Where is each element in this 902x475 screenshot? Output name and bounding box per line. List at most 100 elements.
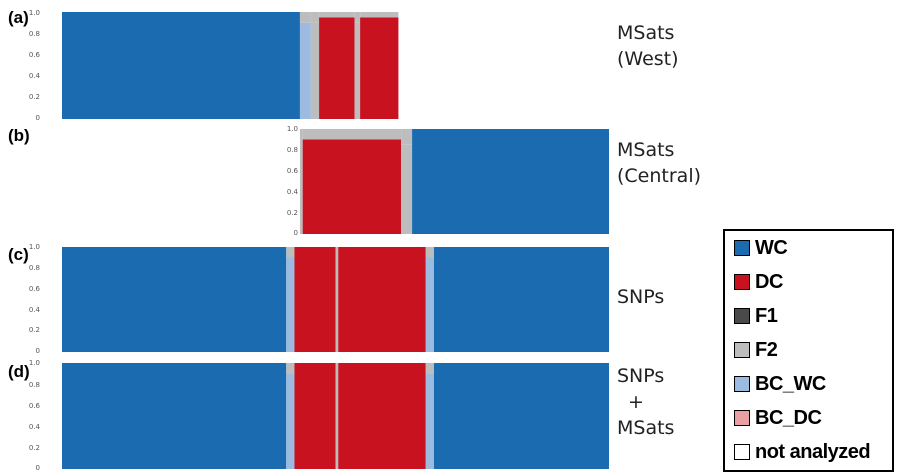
- panel-title-line: MSats: [617, 22, 675, 44]
- y-tick-label: 0.6: [28, 51, 40, 59]
- legend-label: F1: [755, 304, 778, 327]
- structure-plot-svg: [62, 12, 399, 119]
- bar-segment-f2: [299, 139, 303, 234]
- y-tick-label: 0: [35, 114, 40, 122]
- legend-swatch: [734, 308, 750, 324]
- panel-title: MSats (Central): [617, 137, 701, 189]
- legend-label: WC: [755, 236, 788, 259]
- bar-segment-admixture: [299, 12, 311, 23]
- y-tick-label: 0.6: [28, 285, 40, 293]
- y-tick-label: 0.8: [28, 264, 40, 272]
- legend-item-f2: F2: [734, 338, 778, 361]
- bar-segment-wc: [433, 247, 609, 352]
- y-tick-label: 0.4: [28, 423, 40, 431]
- legend-item-not-analyzed: not analyzed: [734, 440, 871, 463]
- y-tick-label: 0.2: [28, 93, 40, 101]
- panel-label: (a): [8, 8, 29, 27]
- legend-swatch: [734, 274, 750, 290]
- legend-item-bc-wc: BC_WC: [734, 373, 826, 395]
- y-tick-label: 0: [35, 464, 40, 472]
- bar-segment-admixture: [310, 12, 320, 23]
- y-tick-label: 0.6: [28, 402, 40, 410]
- panel-title: MSats (West): [617, 20, 679, 72]
- y-tick-label: 0.8: [28, 30, 40, 38]
- panel-title-line: (West): [617, 48, 679, 70]
- y-tick-label: 0.4: [28, 306, 40, 314]
- bar-segment-admixture: [302, 129, 402, 140]
- panel-title-line: (Central): [617, 165, 702, 187]
- bar-segment-f2: [310, 22, 320, 119]
- y-tick-label: 0.6: [286, 167, 298, 175]
- legend-swatch: [734, 410, 750, 426]
- structure-plot: [62, 12, 609, 119]
- panel-title-line: SNPs: [617, 365, 665, 387]
- bar-segment-wc: [412, 129, 609, 234]
- legend-swatch: [734, 376, 750, 392]
- bar-segment-dc: [302, 139, 402, 234]
- y-tick-label: 1.0: [286, 125, 298, 133]
- y-tick-label: 1.0: [28, 359, 40, 367]
- bar-segment-dc: [294, 363, 336, 469]
- bar-segment-admixture: [286, 247, 295, 258]
- bar-segment-bc-wc: [286, 373, 295, 469]
- bar-segment-bc-wc: [286, 257, 295, 352]
- bar-segment-f2: [335, 247, 339, 352]
- structure-plot-svg: [62, 247, 609, 352]
- y-tick-label: 0.2: [28, 326, 40, 334]
- panel-label: (b): [8, 126, 30, 145]
- bar-segment-wc: [62, 363, 287, 469]
- bar-segment-admixture: [360, 12, 399, 18]
- structure-plot-svg: [299, 129, 609, 234]
- structure-plot: [62, 363, 609, 469]
- legend-item-f1: F1: [734, 304, 778, 327]
- y-tick-label: 0.8: [286, 146, 298, 154]
- panel-label: (c): [8, 245, 29, 264]
- panel-title: SNPs + MSats: [617, 363, 674, 441]
- y-tick-label: 0.4: [286, 188, 298, 196]
- y-tick-label: 0.2: [286, 209, 298, 217]
- legend-label: BC_DC: [755, 406, 822, 429]
- bar-segment-admixture: [299, 129, 303, 140]
- bar-segment-wc: [62, 247, 287, 352]
- bar-segment-wc: [433, 363, 609, 469]
- bar-segment-f2: [401, 144, 413, 234]
- bar-segment-bc-wc: [425, 373, 434, 469]
- bar-segment-dc: [360, 17, 399, 119]
- bar-segment-bc-wc: [299, 22, 311, 119]
- structure-plot: [62, 129, 609, 234]
- legend-label: BC_WC: [755, 372, 826, 395]
- y-tick-label: 1.0: [28, 9, 40, 17]
- y-tick-label: 0: [293, 229, 298, 237]
- panel-title-line: SNPs: [617, 286, 665, 308]
- bar-segment-dc: [338, 363, 426, 469]
- legend-label: DC: [755, 270, 783, 293]
- y-tick-label: 1.0: [28, 243, 40, 251]
- legend-item-dc: DC: [734, 271, 783, 293]
- bar-segment-wc: [62, 12, 300, 119]
- bar-segment-admixture: [286, 363, 295, 374]
- panel-title-line: MSats: [617, 417, 675, 439]
- bar-segment-dc: [294, 247, 336, 352]
- bar-segment-dc: [338, 247, 426, 352]
- y-tick-label: 0.2: [28, 444, 40, 452]
- legend-swatch: [734, 444, 750, 460]
- legend-swatch: [734, 342, 750, 358]
- legend: WC DC F1 F2 BC_WC BC_DC not analyzed: [723, 229, 894, 472]
- bar-segment-f2: [335, 363, 339, 469]
- legend-label: not analyzed: [755, 440, 871, 463]
- bar-segment-f2: [354, 22, 361, 119]
- legend-swatch: [734, 240, 750, 256]
- panel-title-line: +: [628, 391, 644, 413]
- panel-label: (d): [8, 362, 30, 381]
- y-tick-label: 0.4: [28, 72, 40, 80]
- y-tick-label: 0.8: [28, 381, 40, 389]
- legend-label: F2: [755, 338, 778, 361]
- panel-title-line: MSats: [617, 139, 675, 161]
- bar-segment-admixture: [354, 12, 361, 23]
- structure-plot: [62, 247, 609, 352]
- y-tick-label: 0: [35, 347, 40, 355]
- bar-segment-admixture: [425, 363, 434, 374]
- structure-plot-svg: [62, 363, 609, 469]
- bar-segment-admixture: [425, 247, 434, 258]
- bar-segment-admixture: [319, 12, 355, 18]
